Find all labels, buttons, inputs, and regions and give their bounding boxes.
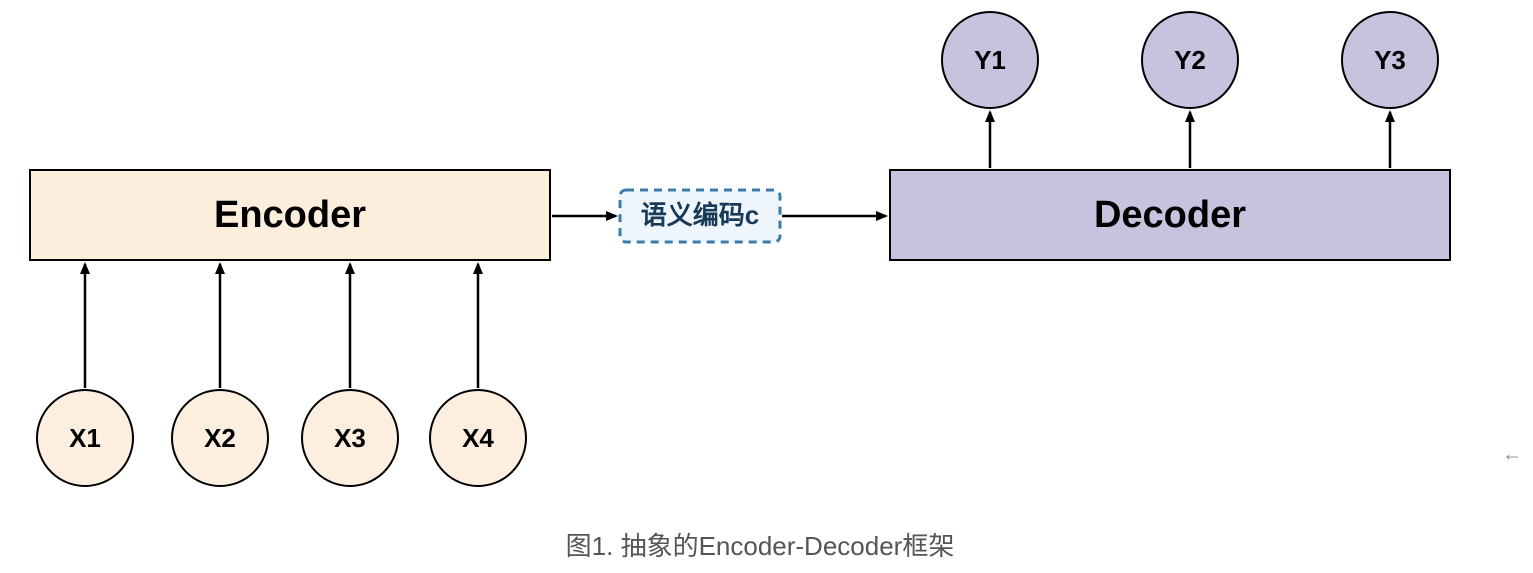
input-node-x3: X3 bbox=[302, 390, 398, 486]
output-node-label: Y1 bbox=[974, 45, 1006, 75]
input-node-label: X3 bbox=[334, 423, 366, 453]
semantic-code-label: 语义编码c bbox=[641, 200, 759, 230]
output-node-y1: Y1 bbox=[942, 12, 1038, 108]
decoder-box: Decoder bbox=[890, 170, 1450, 260]
input-node-label: X2 bbox=[204, 423, 236, 453]
input-node-label: X4 bbox=[462, 423, 494, 453]
semantic-code-box: 语义编码c bbox=[620, 190, 780, 242]
input-node-x4: X4 bbox=[430, 390, 526, 486]
output-node-label: Y3 bbox=[1374, 45, 1406, 75]
return-arrow-icon: ← bbox=[1502, 444, 1522, 466]
input-node-label: X1 bbox=[69, 423, 101, 453]
output-node-y3: Y3 bbox=[1342, 12, 1438, 108]
output-node-y2: Y2 bbox=[1142, 12, 1238, 108]
encoder-box: Encoder bbox=[30, 170, 550, 260]
decoder-label: Decoder bbox=[1094, 194, 1246, 236]
input-node-x1: X1 bbox=[37, 390, 133, 486]
encoder-label: Encoder bbox=[214, 194, 366, 236]
output-node-label: Y2 bbox=[1174, 45, 1206, 75]
figure-caption: 图1. 抽象的Encoder-Decoder框架 bbox=[566, 531, 955, 561]
input-node-x2: X2 bbox=[172, 390, 268, 486]
